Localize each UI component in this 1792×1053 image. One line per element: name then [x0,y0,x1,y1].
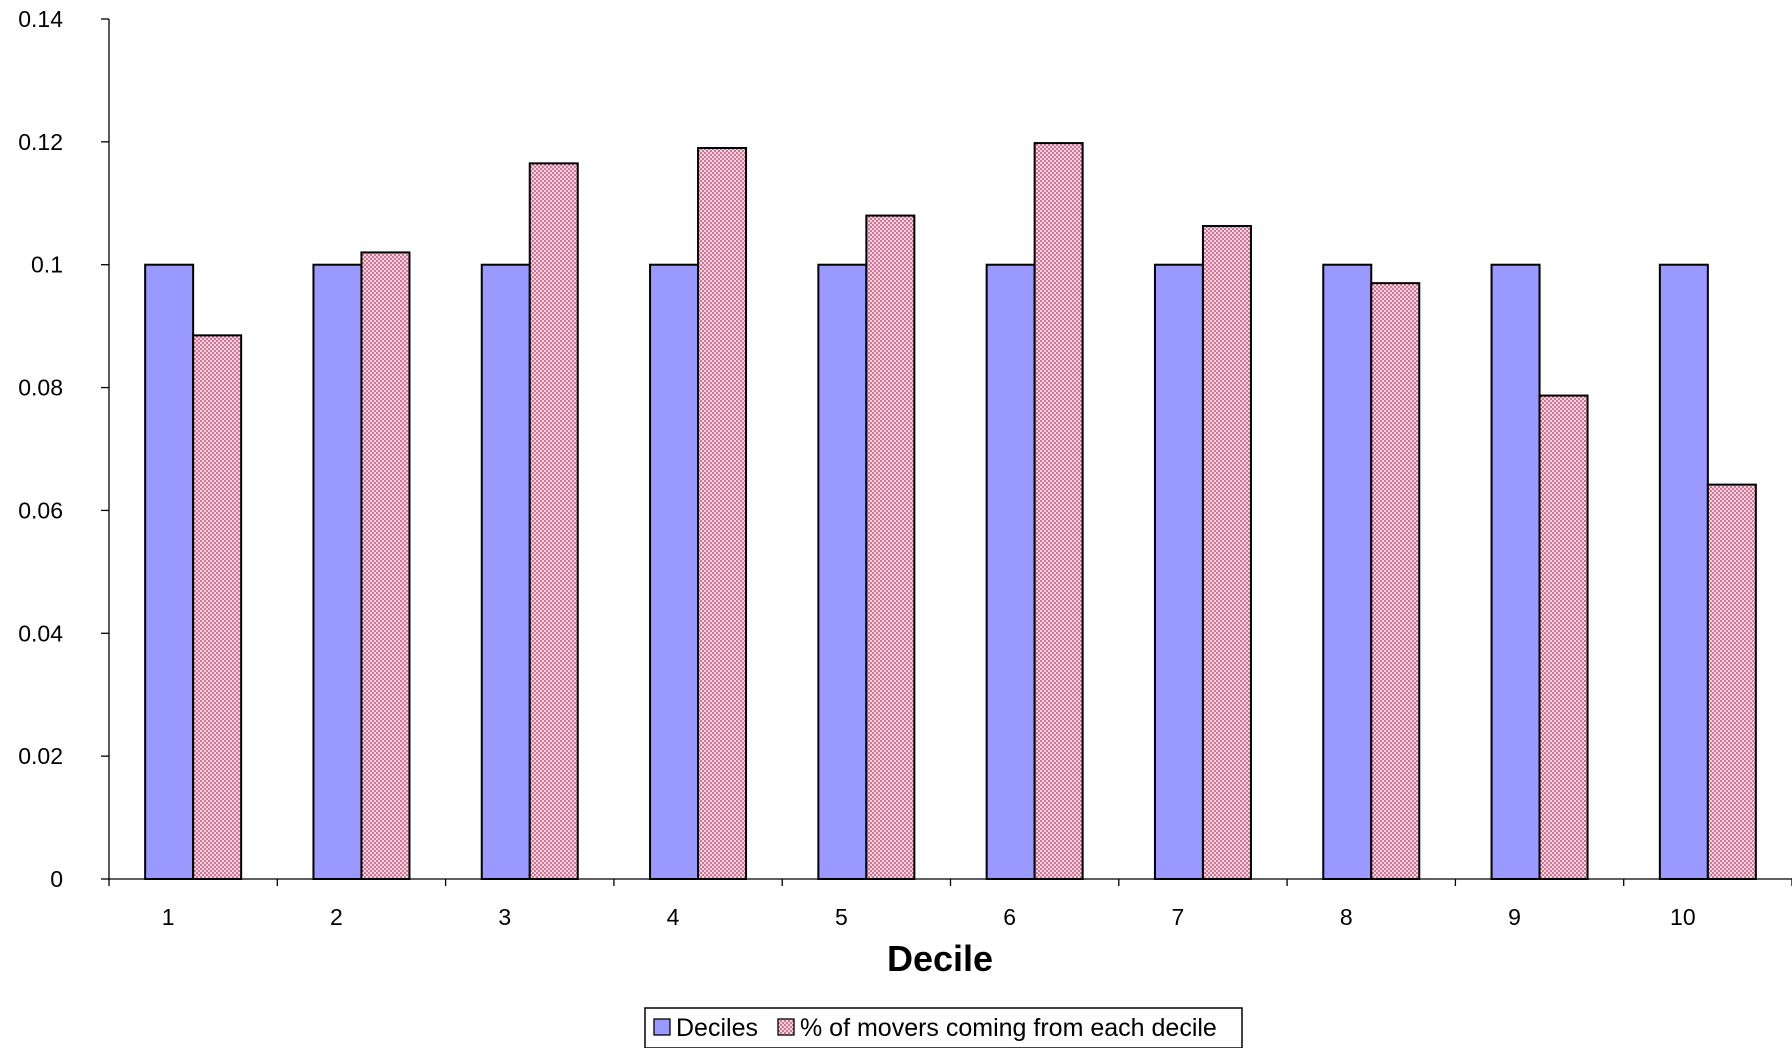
x-tick-label: 2 [330,904,343,930]
bar-deciles [480,263,531,880]
bar-movers [1370,282,1421,880]
bar-deciles [144,263,195,880]
bar-movers [1538,394,1589,880]
x-tick-label: 4 [667,904,680,930]
x-tick-label: 10 [1670,904,1696,930]
legend-label-movers: % of movers coming from each decile [800,1014,1217,1042]
bar-deciles [985,263,1036,880]
bar-movers [1706,483,1757,880]
bar-deciles [817,263,868,880]
legend-frame [644,1007,1243,1049]
legend-label-deciles: Deciles [676,1014,758,1042]
legend-swatch-deciles [653,1018,671,1036]
bars [144,142,1757,881]
y-tick-label: 0.12 [18,129,63,155]
bar-deciles [312,263,363,880]
legend: Deciles % of movers coming from each dec… [644,1007,1243,1049]
y-tick-label: 0.02 [18,743,63,769]
bar-movers [192,334,243,881]
bar-deciles [1153,263,1204,880]
y-tick-label: 0.04 [18,620,63,646]
x-tick-label: 8 [1340,904,1353,930]
bar-deciles [1490,263,1541,880]
x-axis-title: Decile [887,938,993,979]
y-tick-label: 0.14 [18,6,63,32]
y-axis: 0 0.02 0.04 0.06 0.08 0.1 0.12 0.14 [18,6,110,892]
x-tick-label: 5 [835,904,848,930]
x-tick-label: 7 [1172,904,1185,930]
bar-deciles [1658,263,1709,880]
x-tick-label: 1 [162,904,175,930]
bar-movers [697,147,748,880]
bar-movers [1201,225,1252,880]
x-tick-label: 9 [1508,904,1521,930]
y-tick-label: 0.08 [18,375,63,401]
legend-swatch-movers [777,1018,795,1036]
bar-deciles [1322,263,1373,880]
x-axis: 1 2 3 4 5 6 7 8 9 10 [108,878,1792,930]
y-tick-label: 0.06 [18,497,63,523]
y-tick-label: 0.1 [31,252,63,278]
y-tick-label: 0 [50,866,63,892]
bar-movers [1033,142,1084,881]
x-tick-label: 6 [1003,904,1016,930]
bar-movers [360,251,411,880]
bar-deciles [649,263,700,880]
x-tick-label: 3 [498,904,511,930]
bar-movers [528,162,579,881]
bar-movers [865,214,916,881]
